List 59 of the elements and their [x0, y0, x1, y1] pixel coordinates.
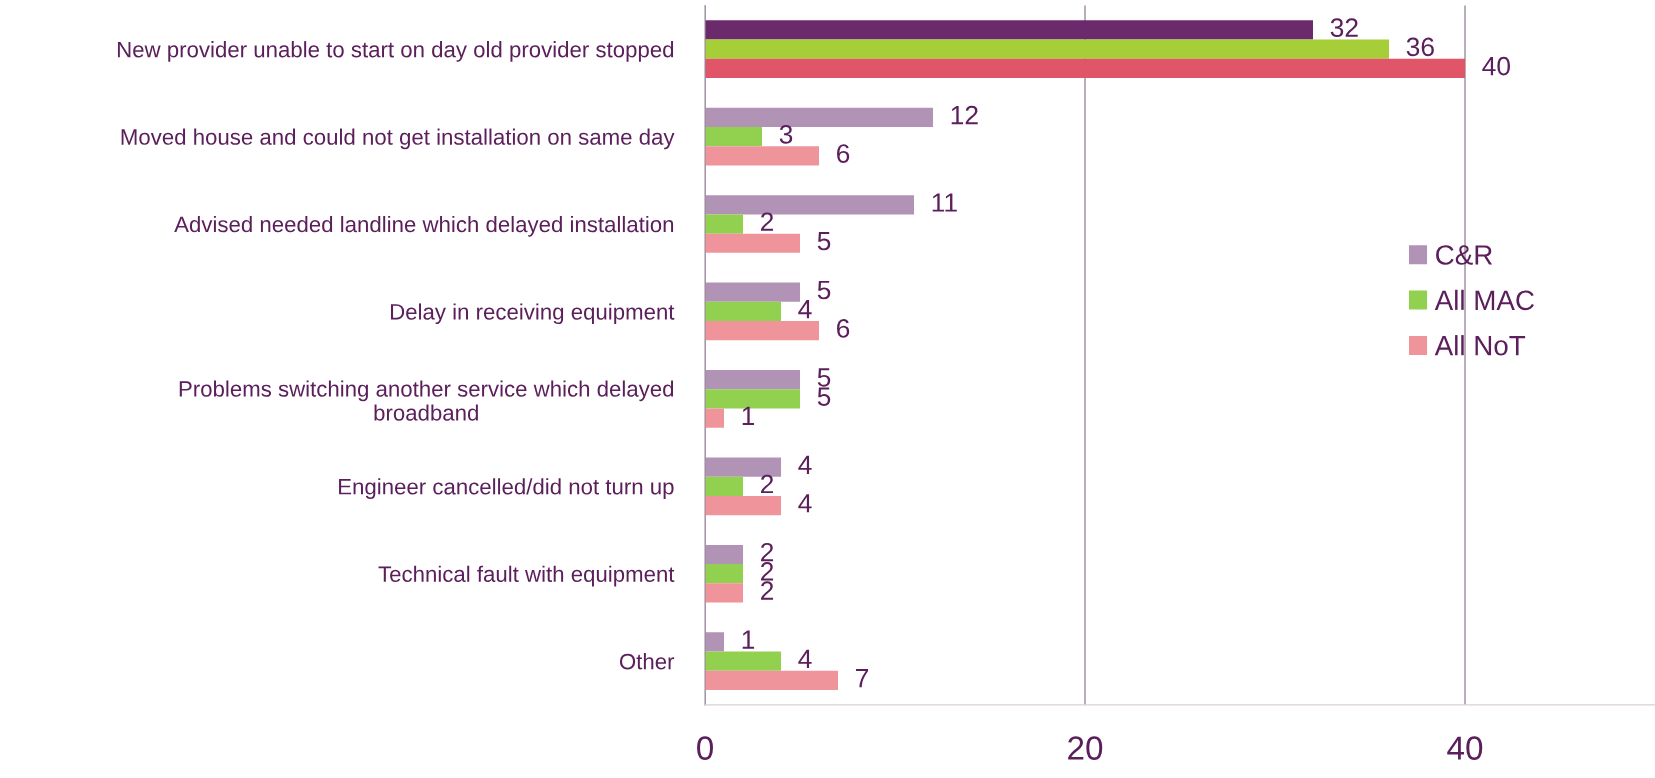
bar [705, 670, 839, 691]
y-tick-label: Delay in receiving equipment [390, 303, 675, 325]
y-tick-label: Moved house and could not get installation on same day [121, 128, 675, 150]
legend-label: C&R [1436, 245, 1493, 265]
y-tick-label: Other [619, 653, 675, 670]
bar [705, 495, 782, 516]
bar [705, 651, 782, 671]
x-tick-label: 40 [1447, 736, 1483, 760]
bar [705, 544, 744, 565]
data-label: 3 [779, 124, 793, 144]
y-tick-label: Engineer cancelled/did not turn up [339, 478, 674, 499]
data-label: 4 [798, 494, 812, 513]
bar [705, 58, 1466, 79]
x-tick-label: 20 [1068, 736, 1103, 760]
data-label: 2 [761, 562, 774, 581]
data-label: 11 [932, 193, 957, 212]
data-label: 5 [817, 231, 831, 251]
bar [705, 408, 725, 428]
data-label: 5 [817, 368, 831, 387]
bar [705, 39, 1390, 59]
data-label: 1 [742, 406, 755, 425]
bar [705, 214, 744, 234]
y-tick-label: Technical fault with equipment [378, 565, 675, 587]
data-label: 7 [856, 669, 869, 688]
bar [705, 107, 934, 127]
bar [705, 146, 820, 166]
bar [705, 583, 744, 603]
bar [705, 321, 820, 341]
data-label: 4 [798, 649, 812, 668]
data-label: 6 [837, 319, 850, 338]
data-label: 1 [742, 630, 755, 649]
data-label: 2 [761, 474, 774, 494]
data-label: 2 [761, 581, 774, 600]
bar [705, 476, 744, 496]
data-label: 36 [1406, 37, 1434, 57]
data-label: 40 [1482, 56, 1510, 76]
y-tick-label: Problems switching another service which delayed broadband [179, 380, 674, 421]
data-label: 5 [817, 280, 831, 300]
data-label: 6 [837, 144, 850, 163]
data-label: 32 [1330, 18, 1358, 38]
bar [705, 282, 801, 302]
bar [705, 20, 1314, 40]
y-tick-label: New provider unable to start on day old provider stopped [117, 41, 674, 62]
data-label: 4 [798, 300, 812, 319]
data-label: 2 [761, 212, 774, 231]
data-label: 5 [817, 387, 831, 406]
bar [705, 126, 763, 147]
y-tick-label: Advised needed landline which delayed installation [174, 215, 674, 237]
bar [705, 632, 725, 652]
bar [705, 233, 801, 253]
data-label: 12 [951, 105, 978, 125]
data-label: 4 [798, 455, 812, 474]
bar [705, 301, 782, 322]
bar [705, 370, 801, 390]
bar [705, 564, 744, 584]
data-label: 2 [761, 542, 774, 562]
legend-label: All NoT [1434, 335, 1526, 356]
legend-label: All MAC [1434, 289, 1534, 311]
x-tick-label: 0 [697, 736, 713, 760]
